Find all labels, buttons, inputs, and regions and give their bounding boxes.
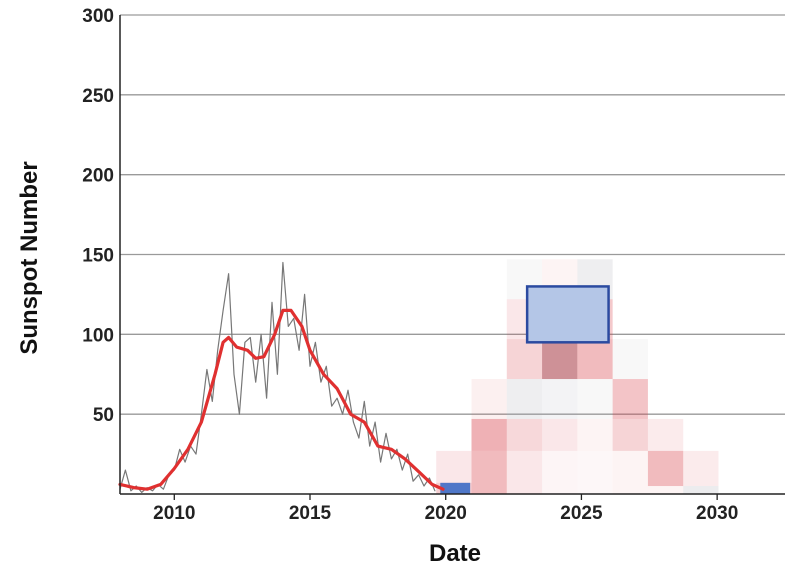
heatmap-cell-17 (577, 450, 613, 494)
heatmap-cell-4 (471, 379, 507, 419)
heatmap-cell-24 (612, 418, 648, 451)
current-minimum-block (440, 482, 471, 494)
heatmap-cell-23 (612, 450, 648, 494)
heatmap-cell-29 (647, 418, 684, 451)
heatmap-cell-2 (471, 450, 507, 494)
x-tick-label-2025: 2025 (560, 503, 603, 524)
heatmap-cell-31 (683, 450, 719, 487)
x-tick-label-2015: 2015 (289, 503, 332, 524)
heatmap-cell-25 (612, 379, 648, 419)
x-tick-label-2020: 2020 (425, 503, 467, 524)
heatmap-cell-14 (542, 339, 578, 380)
heatmap-cell-20 (577, 339, 613, 380)
prediction-heatmap (436, 259, 719, 494)
x-axis-title: Date (429, 540, 481, 566)
heatmap-cell-3 (471, 418, 507, 451)
x-tick-label-2030: 2030 (696, 503, 738, 524)
predicted-maximum-box (525, 285, 610, 344)
x-tick-labels: 2010 2015 2020 2025 2030 (153, 503, 738, 524)
y-tick-label-200: 200 (82, 166, 114, 187)
y-tick-label-50: 50 (93, 405, 114, 426)
y-tick-labels: 50 100 150 200 250 300 (82, 6, 114, 426)
highlight-blocks (440, 285, 610, 494)
heatmap-cell-19 (577, 379, 613, 419)
y-tick-label-150: 150 (82, 246, 114, 267)
heatmap-cell-11 (542, 450, 578, 494)
y-tick-label-100: 100 (82, 325, 114, 346)
axes (119, 15, 785, 500)
heatmap-cell-18 (577, 418, 613, 451)
heatmap-cell-12 (542, 418, 578, 451)
heatmap-cell-13 (542, 379, 578, 419)
heatmap-cell-8 (506, 339, 543, 380)
gridlines (120, 14, 785, 415)
heatmap-cell-30 (683, 486, 719, 494)
y-axis-title: Sunspot Number (16, 161, 43, 354)
heatmap-cell-28 (647, 450, 684, 487)
smoothed-sunspot-line (118, 308, 445, 491)
monthly-sunspot-line (119, 261, 436, 493)
y-tick-label-300: 300 (82, 6, 114, 27)
heatmap-cell-27 (647, 486, 684, 494)
heatmap-cell-5 (506, 450, 543, 494)
data-series (118, 261, 445, 493)
heatmap-cell-6 (506, 418, 543, 451)
heatmap-cell-1 (436, 450, 472, 483)
heatmap-cell-26 (612, 339, 648, 380)
x-tick-label-2010: 2010 (153, 503, 195, 524)
y-tick-label-250: 250 (82, 86, 114, 107)
heatmap-cell-7 (506, 379, 543, 419)
